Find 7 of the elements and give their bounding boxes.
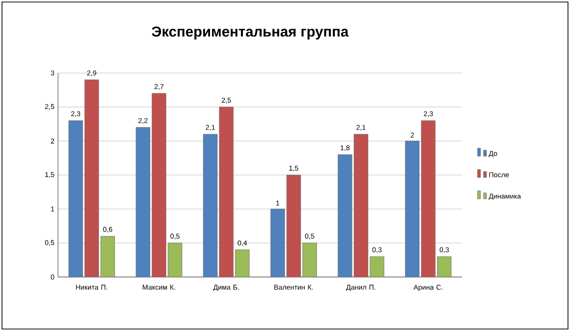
- chart-title: Экспериментальная группа: [152, 26, 349, 40]
- bar: [203, 134, 218, 277]
- bar: [338, 154, 352, 277]
- bar: [270, 208, 285, 277]
- bar: [68, 120, 83, 277]
- bar: [405, 140, 420, 277]
- bar: [136, 127, 150, 277]
